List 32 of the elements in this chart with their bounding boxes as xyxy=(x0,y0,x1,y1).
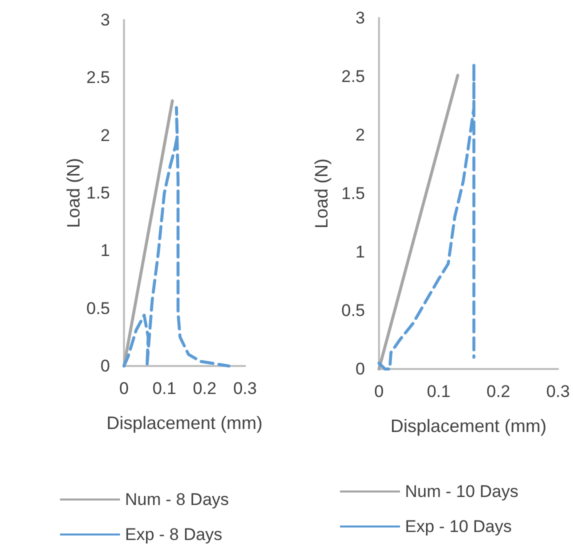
x-tick-label: 0.1 xyxy=(426,382,450,401)
x-tick-label: 0 xyxy=(374,382,384,401)
x-tick-label: 0.2 xyxy=(486,382,510,401)
y-tick-label: 3 xyxy=(356,8,365,28)
line-series xyxy=(378,62,476,370)
x-axis-title: Displacement (mm) xyxy=(106,413,263,433)
y-tick-label: 3 xyxy=(100,10,110,30)
y-axis-title: Load (N) xyxy=(311,158,332,229)
y-tick-label: 2 xyxy=(356,126,365,144)
y-tick-label: 0.5 xyxy=(86,298,110,318)
y-tick-label: 1.5 xyxy=(86,184,110,202)
x-tick-label: 0.3 xyxy=(233,379,257,398)
y-axis-title: Load (N) xyxy=(63,158,84,228)
x-tick-label: 0 xyxy=(119,379,129,398)
legend-label: Exp - 10 Days xyxy=(405,517,512,536)
y-tick-label: 1.5 xyxy=(341,184,365,203)
y-tick-label: 2.5 xyxy=(86,68,110,88)
x-axis-title: Displacement (mm) xyxy=(390,416,547,436)
y-tick-label: 1 xyxy=(356,242,365,262)
x-tick-label: 0.1 xyxy=(152,379,176,398)
y-tick-label: 0 xyxy=(356,360,365,378)
y-tick-label: 1 xyxy=(100,241,110,260)
y-tick-label: 0 xyxy=(100,356,110,376)
legend-label: Exp - 8 Days xyxy=(125,525,222,544)
x-tick-label: 0.2 xyxy=(192,379,216,398)
legend-label: Num - 8 Days xyxy=(125,490,229,509)
y-tick-label: 0.5 xyxy=(341,301,365,320)
y-tick-label: 2 xyxy=(100,126,110,145)
legend-label: Num - 10 Days xyxy=(405,482,518,501)
y-tick-label: 2.5 xyxy=(341,67,365,86)
x-tick-label: 0.3 xyxy=(546,382,570,401)
line-series xyxy=(122,106,230,368)
